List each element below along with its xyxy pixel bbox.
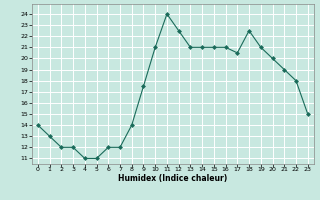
X-axis label: Humidex (Indice chaleur): Humidex (Indice chaleur) (118, 174, 228, 183)
